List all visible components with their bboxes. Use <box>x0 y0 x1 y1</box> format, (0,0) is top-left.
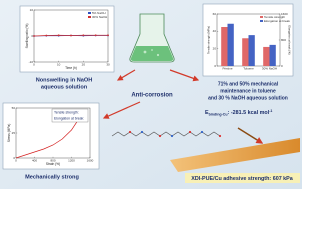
x-axis-label: Strain (%) <box>46 162 60 166</box>
y2-tick-label: 1600 <box>281 12 288 16</box>
caption: aqueous solution <box>41 84 88 90</box>
highlight <box>185 173 300 183</box>
beaker-icon <box>129 13 175 63</box>
y2-axis-label: Elongation at break (%) <box>287 25 291 54</box>
bar <box>221 27 228 66</box>
legend-swatch <box>88 16 91 18</box>
caption: and 30 % NaOH aqueous solution <box>208 95 288 101</box>
arrow <box>237 127 264 144</box>
caption: Nonswelling in NaOH <box>36 77 93 83</box>
caption: maintenance in toluene <box>220 88 276 94</box>
caption: 71% and 50% mechanical <box>218 81 279 87</box>
x-tick-label: Pristine <box>222 66 232 70</box>
x-tick-label: 1600 <box>87 158 94 162</box>
x-tick-label: 10 <box>57 62 61 66</box>
y-tick-label: -10 <box>29 60 34 64</box>
bar <box>269 44 276 66</box>
callout-label: Elongation at break: <box>54 116 84 120</box>
arrow <box>116 69 136 81</box>
y-tick-label: 10 <box>30 8 34 12</box>
series-line <box>15 115 82 159</box>
molecule-atoms <box>140 130 204 138</box>
y-tick-label: 0 <box>214 64 216 68</box>
point <box>82 34 85 37</box>
point <box>57 34 60 37</box>
y-axis-label: Tensile strength (MPa) <box>207 26 211 54</box>
strength-caption: Mechanically strong <box>25 174 79 180</box>
y2-tick-label: 0 <box>281 64 283 68</box>
legend-label: 30% NaOH <box>92 15 107 19</box>
y-tick-label: 60 <box>213 12 217 16</box>
panel-frame <box>19 5 115 73</box>
y-axis-label: Stress (MPa) <box>7 124 11 143</box>
callout-label: Tensile strength: <box>54 110 79 114</box>
legend-label: Tensile strength <box>264 15 285 19</box>
legend-swatch <box>260 20 263 22</box>
y-tick-label: 25 <box>12 131 16 135</box>
adhesion-caption: XDI-PUE/Cu adhesive strength: 607 kPa <box>191 176 294 182</box>
y-tick-label: 0 <box>31 34 33 38</box>
x-tick-label: Toluene <box>243 66 254 70</box>
point <box>45 34 48 37</box>
point <box>33 35 35 37</box>
bar <box>263 46 270 66</box>
y2-tick-label: 800 <box>281 38 286 42</box>
x-axis-label: Time (h) <box>65 66 77 70</box>
binding-energy: Ebinding-Cu: -281.5 kcal mol-1 <box>205 109 272 117</box>
y-tick-label: 50 <box>12 106 16 110</box>
callout-box <box>51 108 89 123</box>
arrow <box>169 69 200 82</box>
y-tick-label: 0 <box>13 156 15 160</box>
point <box>70 34 72 37</box>
x-tick-label: 400 <box>32 158 37 162</box>
x-tick-label: 800 <box>50 158 55 162</box>
bar <box>248 35 255 66</box>
legend-label: 5% NaOH <box>92 11 106 15</box>
x-tick-label: 0 <box>15 158 17 162</box>
bar <box>242 38 249 66</box>
arrow <box>102 101 141 119</box>
center-label: Anti-corrosion <box>131 93 173 99</box>
x-tick-label: 20 <box>82 62 86 66</box>
point <box>94 34 97 37</box>
x-tick-label: 30% NaOH <box>262 66 277 70</box>
x-tick-label: 30 <box>106 62 110 66</box>
copper-plate <box>170 138 300 172</box>
y-axis-label: Swelling ratio (%) <box>25 24 29 49</box>
point <box>107 34 109 37</box>
legend-swatch <box>260 16 263 18</box>
x-tick-label: 1200 <box>68 158 75 162</box>
x-tick-label: 0 <box>33 62 35 66</box>
y-tick-label: 20 <box>213 46 217 50</box>
graphical-abstract: Anti-corrosion Ebinding-Cu: -281.5 kcal … <box>0 0 302 189</box>
molecule-atoms <box>128 130 222 138</box>
legend-label: Elongation at break <box>264 19 290 23</box>
legend-swatch <box>88 12 91 14</box>
y-tick-label: 40 <box>213 29 217 33</box>
bar <box>227 23 234 66</box>
